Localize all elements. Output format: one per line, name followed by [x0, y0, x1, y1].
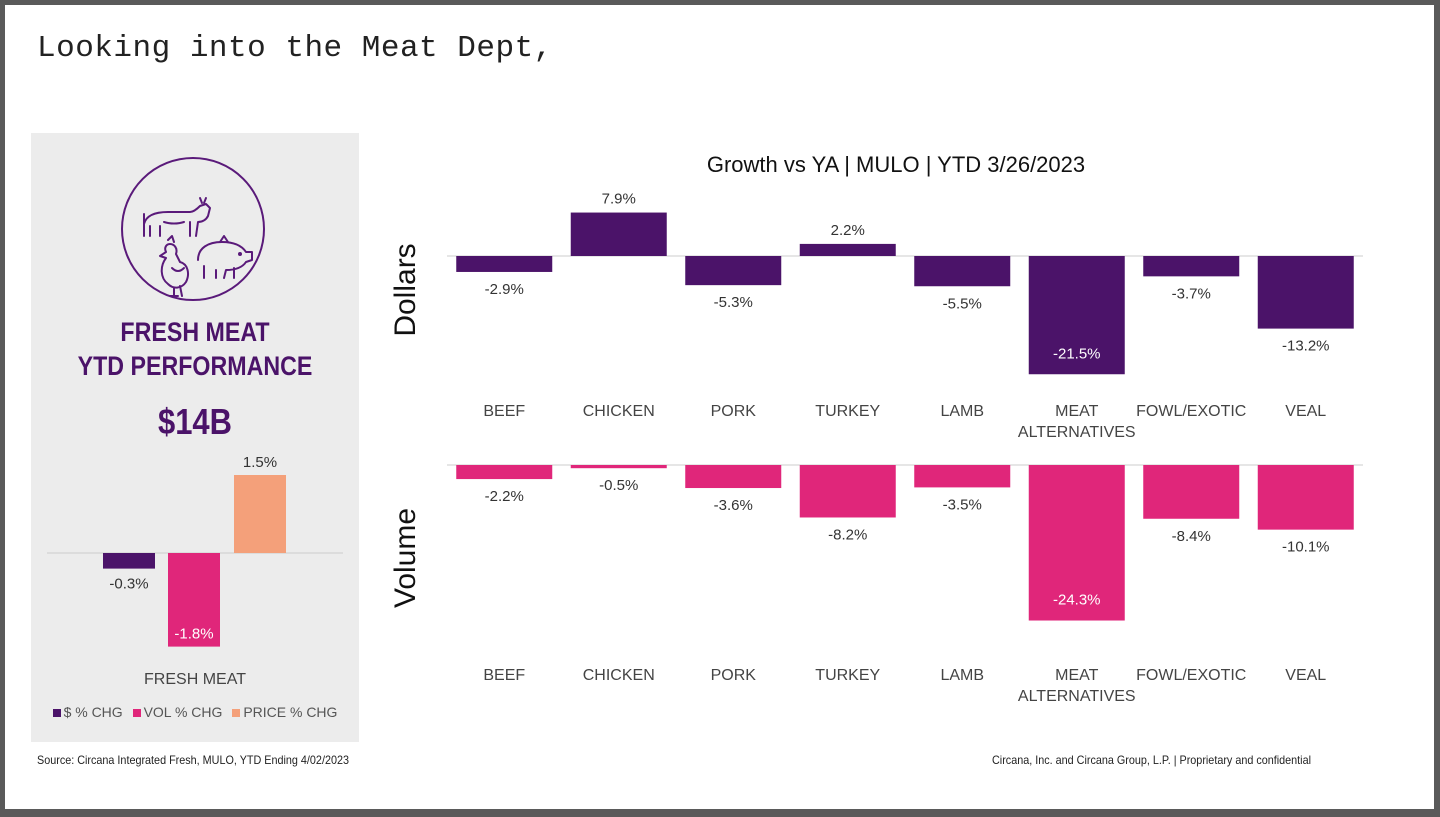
bar-dollars-chicken [570, 212, 667, 256]
data-label-volume-lamb: -3.5% [943, 496, 982, 513]
data-label-volume-chicken: -0.5% [599, 477, 638, 494]
bar-volume-pork [685, 465, 782, 489]
bar-dollars-turkey [799, 243, 896, 256]
data-label-volume-turkey: -8.2% [828, 526, 867, 543]
bar-dollars-fowl-exotic [1143, 256, 1240, 277]
data-label-dollars-turkey: 2.2% [831, 222, 865, 239]
mini-bar-vol-chg [168, 553, 220, 647]
tick-label-line: VEAL [1285, 403, 1326, 420]
tick-label-line: ALTERNATIVES [1018, 688, 1136, 705]
data-label-dollars-beef: -2.9% [485, 281, 524, 298]
row-title-volume: Volume [389, 508, 422, 608]
legend-swatch-volume [132, 709, 141, 717]
data-label-volume-fowl-exotic: -8.4% [1172, 528, 1211, 545]
row-title-dollars: Dollars [389, 243, 422, 336]
legend-label-volume: VOL % CHG [143, 704, 223, 720]
tick-label-dollars-fowl-exotic: FOWL/EXOTIC [1136, 403, 1246, 420]
panel-heading-line2: YTD PERFORMANCE [77, 351, 313, 381]
fresh-meat-chart: -0.3% -1.8% 1.5% FRESH MEAT [47, 454, 343, 688]
tick-label-volume-veal: VEAL [1285, 667, 1326, 684]
confidentiality-note: Circana, Inc. and Circana Group, L.P. | … [992, 753, 1311, 767]
data-label-dollars-fowl-exotic: -3.7% [1172, 285, 1211, 302]
bar-volume-beef [456, 465, 553, 480]
tick-label-line: ALTERNATIVES [1018, 424, 1136, 441]
legend-item-volume: VOL % CHG [132, 704, 223, 720]
tick-label-volume-beef: BEEF [483, 667, 525, 684]
mini-data-label-price-chg: 1.5% [243, 454, 277, 471]
mini-category-label: FRESH MEAT [144, 671, 246, 688]
slide-title: Looking into the Meat Dept, [37, 31, 553, 66]
tick-label-dollars-pork: PORK [711, 403, 757, 420]
tick-label-dollars-beef: BEEF [483, 403, 525, 420]
tick-label-line: FOWL/EXOTIC [1136, 667, 1246, 684]
tick-label-line: LAMB [940, 667, 984, 684]
tick-label-line: BEEF [483, 403, 525, 420]
bar-dollars-meat-alternatives [1028, 256, 1125, 375]
chart-title: Growth vs YA | MULO | YTD 3/26/2023 [707, 152, 1085, 177]
legend-label-dollars: $ % CHG [63, 704, 123, 720]
growth-chart: Growth vs YA | MULO | YTD 3/26/2023 Dolla… [389, 152, 1363, 705]
data-label-dollars-meat-alternatives: -21.5% [1053, 345, 1101, 362]
data-label-dollars-lamb: -5.5% [943, 295, 982, 312]
tick-label-line: LAMB [940, 403, 984, 420]
tick-label-line: PORK [711, 667, 757, 684]
tick-label-line: MEAT [1055, 667, 1098, 684]
panel-heading-line1: FRESH MEAT [120, 317, 270, 347]
tick-label-volume-meat-alternatives: MEAT ALTERNATIVES [1018, 667, 1136, 705]
tick-label-line: TURKEY [815, 667, 880, 684]
mini-bar-chg [103, 553, 155, 569]
legend-item-price: PRICE % CHG [232, 704, 337, 720]
bar-volume-veal [1257, 465, 1354, 530]
tick-label-volume-lamb: LAMB [940, 667, 984, 684]
tick-label-line: VEAL [1285, 667, 1326, 684]
mini-bar-price-chg [234, 475, 286, 553]
bar-dollars-beef [456, 256, 553, 272]
bar-dollars-pork [685, 256, 782, 286]
tick-label-dollars-chicken: CHICKEN [583, 403, 655, 420]
mini-data-label-chg: -0.3% [109, 576, 148, 593]
livestock-icon [121, 157, 265, 301]
tick-label-line: FOWL/EXOTIC [1136, 403, 1246, 420]
bar-dollars-lamb [914, 256, 1011, 287]
data-label-volume-beef: -2.2% [485, 488, 524, 505]
tick-label-dollars-meat-alternatives: MEAT ALTERNATIVES [1018, 403, 1136, 441]
legend: $ % CHG VOL % CHG PRICE % CHG [31, 704, 359, 720]
tick-label-line: TURKEY [815, 403, 880, 420]
source-note: Source: Circana Integrated Fresh, MULO, … [37, 753, 349, 767]
bar-volume-turkey [799, 465, 896, 518]
total-value: $14B [157, 401, 233, 442]
legend-swatch-price [232, 709, 241, 717]
legend-label-price: PRICE % CHG [243, 704, 338, 720]
mini-data-label-vol-chg: -1.8% [174, 626, 213, 643]
legend-item-dollars: $ % CHG [52, 704, 123, 720]
tick-label-line: CHICKEN [583, 667, 655, 684]
tick-label-line: PORK [711, 403, 757, 420]
slide: Looking into the Meat Dept, FRESH MEAT Y… [5, 5, 1434, 809]
tick-label-dollars-veal: VEAL [1285, 403, 1326, 420]
tick-label-line: BEEF [483, 667, 525, 684]
tick-label-line: MEAT [1055, 403, 1098, 420]
data-label-volume-veal: -10.1% [1282, 539, 1330, 556]
bar-volume-meat-alternatives [1028, 465, 1125, 621]
bar-volume-fowl-exotic [1143, 465, 1240, 519]
summary-panel: FRESH MEAT YTD PERFORMANCE $14B -0.3% -1.… [31, 133, 359, 742]
data-label-volume-meat-alternatives: -24.3% [1053, 592, 1101, 609]
bar-volume-lamb [914, 465, 1011, 488]
tick-label-volume-chicken: CHICKEN [583, 667, 655, 684]
data-label-dollars-pork: -5.3% [714, 294, 753, 311]
tick-label-volume-turkey: TURKEY [815, 667, 880, 684]
tick-label-volume-pork: PORK [711, 667, 757, 684]
data-label-volume-pork: -3.6% [714, 497, 753, 514]
tick-label-dollars-lamb: LAMB [940, 403, 984, 420]
tick-label-dollars-turkey: TURKEY [815, 403, 880, 420]
data-label-dollars-veal: -13.2% [1282, 338, 1330, 355]
bar-volume-chicken [570, 465, 667, 469]
bar-dollars-veal [1257, 256, 1354, 329]
data-label-dollars-chicken: 7.9% [602, 191, 636, 208]
tick-label-line: CHICKEN [583, 403, 655, 420]
tick-label-volume-fowl-exotic: FOWL/EXOTIC [1136, 667, 1246, 684]
legend-swatch-dollars [52, 709, 61, 717]
